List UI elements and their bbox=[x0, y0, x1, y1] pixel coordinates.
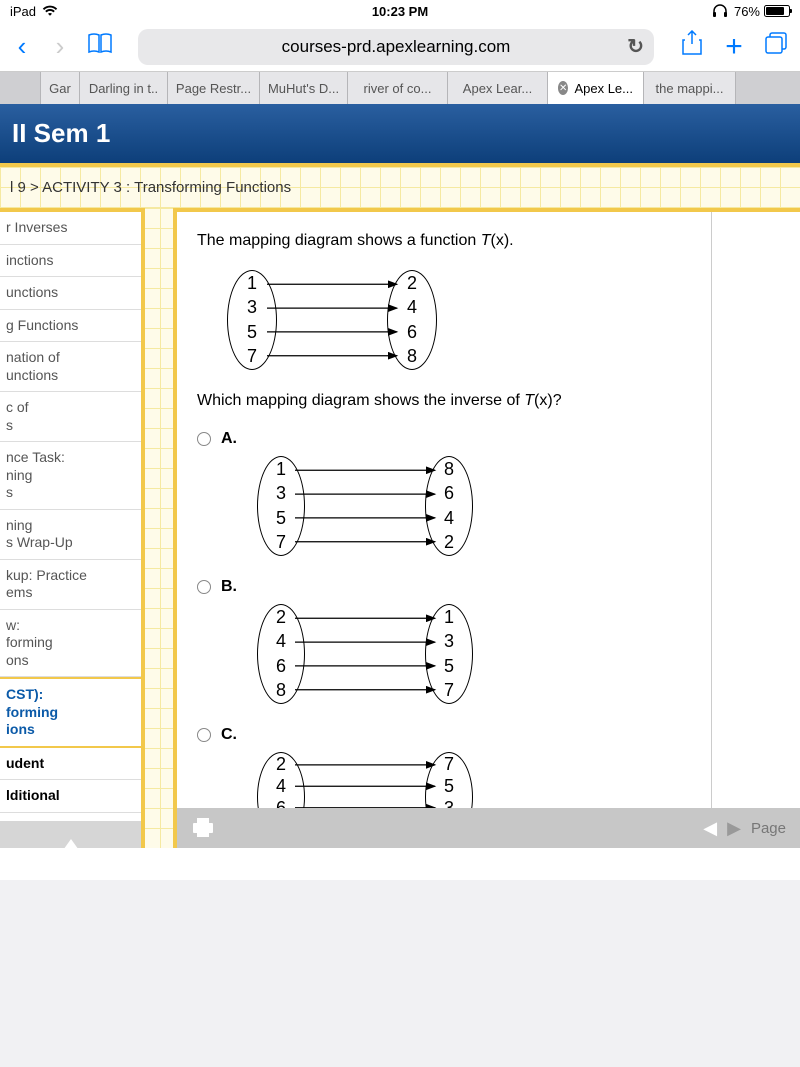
sidebar-up-button[interactable] bbox=[0, 821, 141, 849]
battery-percent: 76% bbox=[734, 4, 760, 19]
question-intro: The mapping diagram shows a function T(x… bbox=[197, 232, 780, 250]
course-title: II Sem 1 bbox=[12, 118, 110, 148]
close-tab-icon[interactable]: ✕ bbox=[558, 81, 568, 95]
sidebar-item[interactable]: r Inverses bbox=[0, 212, 141, 245]
browser-tab[interactable]: Apex Lear... bbox=[448, 72, 548, 104]
browser-tab[interactable]: ✕Apex Le... bbox=[548, 72, 644, 104]
sidebar-item[interactable]: udent bbox=[0, 748, 141, 781]
sidebar-item[interactable]: nation of unctions bbox=[0, 342, 141, 392]
option-label: A. bbox=[221, 430, 241, 448]
sidebar-item[interactable]: unctions bbox=[0, 277, 141, 310]
option-label: B. bbox=[221, 578, 241, 596]
print-icon[interactable] bbox=[191, 818, 215, 838]
safari-toolbar: ‹ › courses-prd.apexlearning.com ↻ + bbox=[0, 22, 800, 72]
ipad-status-bar: iPad 10:23 PM 76% bbox=[0, 0, 800, 22]
content-control-bar: ◀ ▶ Page bbox=[177, 808, 800, 848]
bookmarks-icon[interactable] bbox=[86, 31, 114, 62]
sidebar-item[interactable]: nce Task: ning s bbox=[0, 442, 141, 510]
headphones-icon bbox=[712, 4, 728, 18]
main-area: r Inversesinctionsunctionsg Functionsnat… bbox=[0, 208, 800, 848]
answer-option[interactable]: A. bbox=[197, 430, 780, 448]
radio-button[interactable] bbox=[197, 432, 211, 446]
course-header: II Sem 1 bbox=[0, 104, 800, 163]
wifi-icon bbox=[42, 5, 58, 17]
option-mapping-diagram: 24681357 bbox=[257, 604, 493, 708]
tabs-icon[interactable] bbox=[762, 31, 790, 62]
new-tab-icon[interactable]: + bbox=[720, 30, 748, 64]
url-bar[interactable]: courses-prd.apexlearning.com ↻ bbox=[138, 29, 654, 65]
clock: 10:23 PM bbox=[372, 4, 428, 19]
question-prompt: Which mapping diagram shows the inverse … bbox=[197, 392, 780, 410]
sidebar-item[interactable]: kup: Practice ems bbox=[0, 560, 141, 610]
prev-page-icon[interactable]: ◀ bbox=[703, 818, 717, 839]
empty-area bbox=[0, 880, 800, 1067]
browser-tab[interactable]: Darling in t.. bbox=[80, 72, 168, 104]
browser-tab[interactable]: Gar bbox=[40, 72, 80, 104]
browser-tab[interactable]: river of co... bbox=[348, 72, 448, 104]
main-mapping-diagram: 13572468 bbox=[227, 270, 457, 374]
tab-strip: GarDarling in t..Page Restr...MuHut's D.… bbox=[0, 72, 800, 104]
browser-tab[interactable]: the mappi... bbox=[644, 72, 736, 104]
url-text: courses-prd.apexlearning.com bbox=[282, 37, 511, 57]
share-icon[interactable] bbox=[678, 30, 706, 63]
answer-option[interactable]: C. bbox=[197, 726, 780, 744]
page-label: Page bbox=[751, 820, 786, 837]
sidebar-item[interactable]: g Functions bbox=[0, 310, 141, 343]
option-label: C. bbox=[221, 726, 241, 744]
option-mapping-diagram: 13578642 bbox=[257, 456, 493, 560]
sidebar-item[interactable]: inctions bbox=[0, 245, 141, 278]
breadcrumb: l 9 > ACTIVITY 3 : Transforming Function… bbox=[0, 163, 800, 208]
radio-button[interactable] bbox=[197, 728, 211, 742]
back-button[interactable]: ‹ bbox=[10, 31, 34, 62]
browser-tab[interactable]: Page Restr... bbox=[168, 72, 260, 104]
next-page-icon[interactable]: ▶ bbox=[727, 818, 741, 839]
lesson-sidebar: r Inversesinctionsunctionsg Functionsnat… bbox=[0, 208, 145, 848]
browser-tab[interactable]: MuHut's D... bbox=[260, 72, 348, 104]
up-arrow-icon bbox=[61, 839, 81, 849]
sidebar-item[interactable]: CST): forming ions bbox=[0, 677, 141, 748]
question-panel: The mapping diagram shows a function T(x… bbox=[173, 208, 800, 848]
sidebar-item[interactable]: w: forming ons bbox=[0, 610, 141, 678]
answer-option[interactable]: B. bbox=[197, 578, 780, 596]
reload-icon[interactable]: ↻ bbox=[627, 34, 644, 59]
sidebar-item[interactable]: lditional bbox=[0, 780, 141, 813]
radio-button[interactable] bbox=[197, 580, 211, 594]
battery-icon bbox=[764, 5, 790, 17]
sidebar-item[interactable]: ning s Wrap-Up bbox=[0, 510, 141, 560]
forward-button[interactable]: › bbox=[48, 31, 72, 62]
device-label: iPad bbox=[10, 4, 36, 19]
sidebar-item[interactable]: c of s bbox=[0, 392, 141, 442]
